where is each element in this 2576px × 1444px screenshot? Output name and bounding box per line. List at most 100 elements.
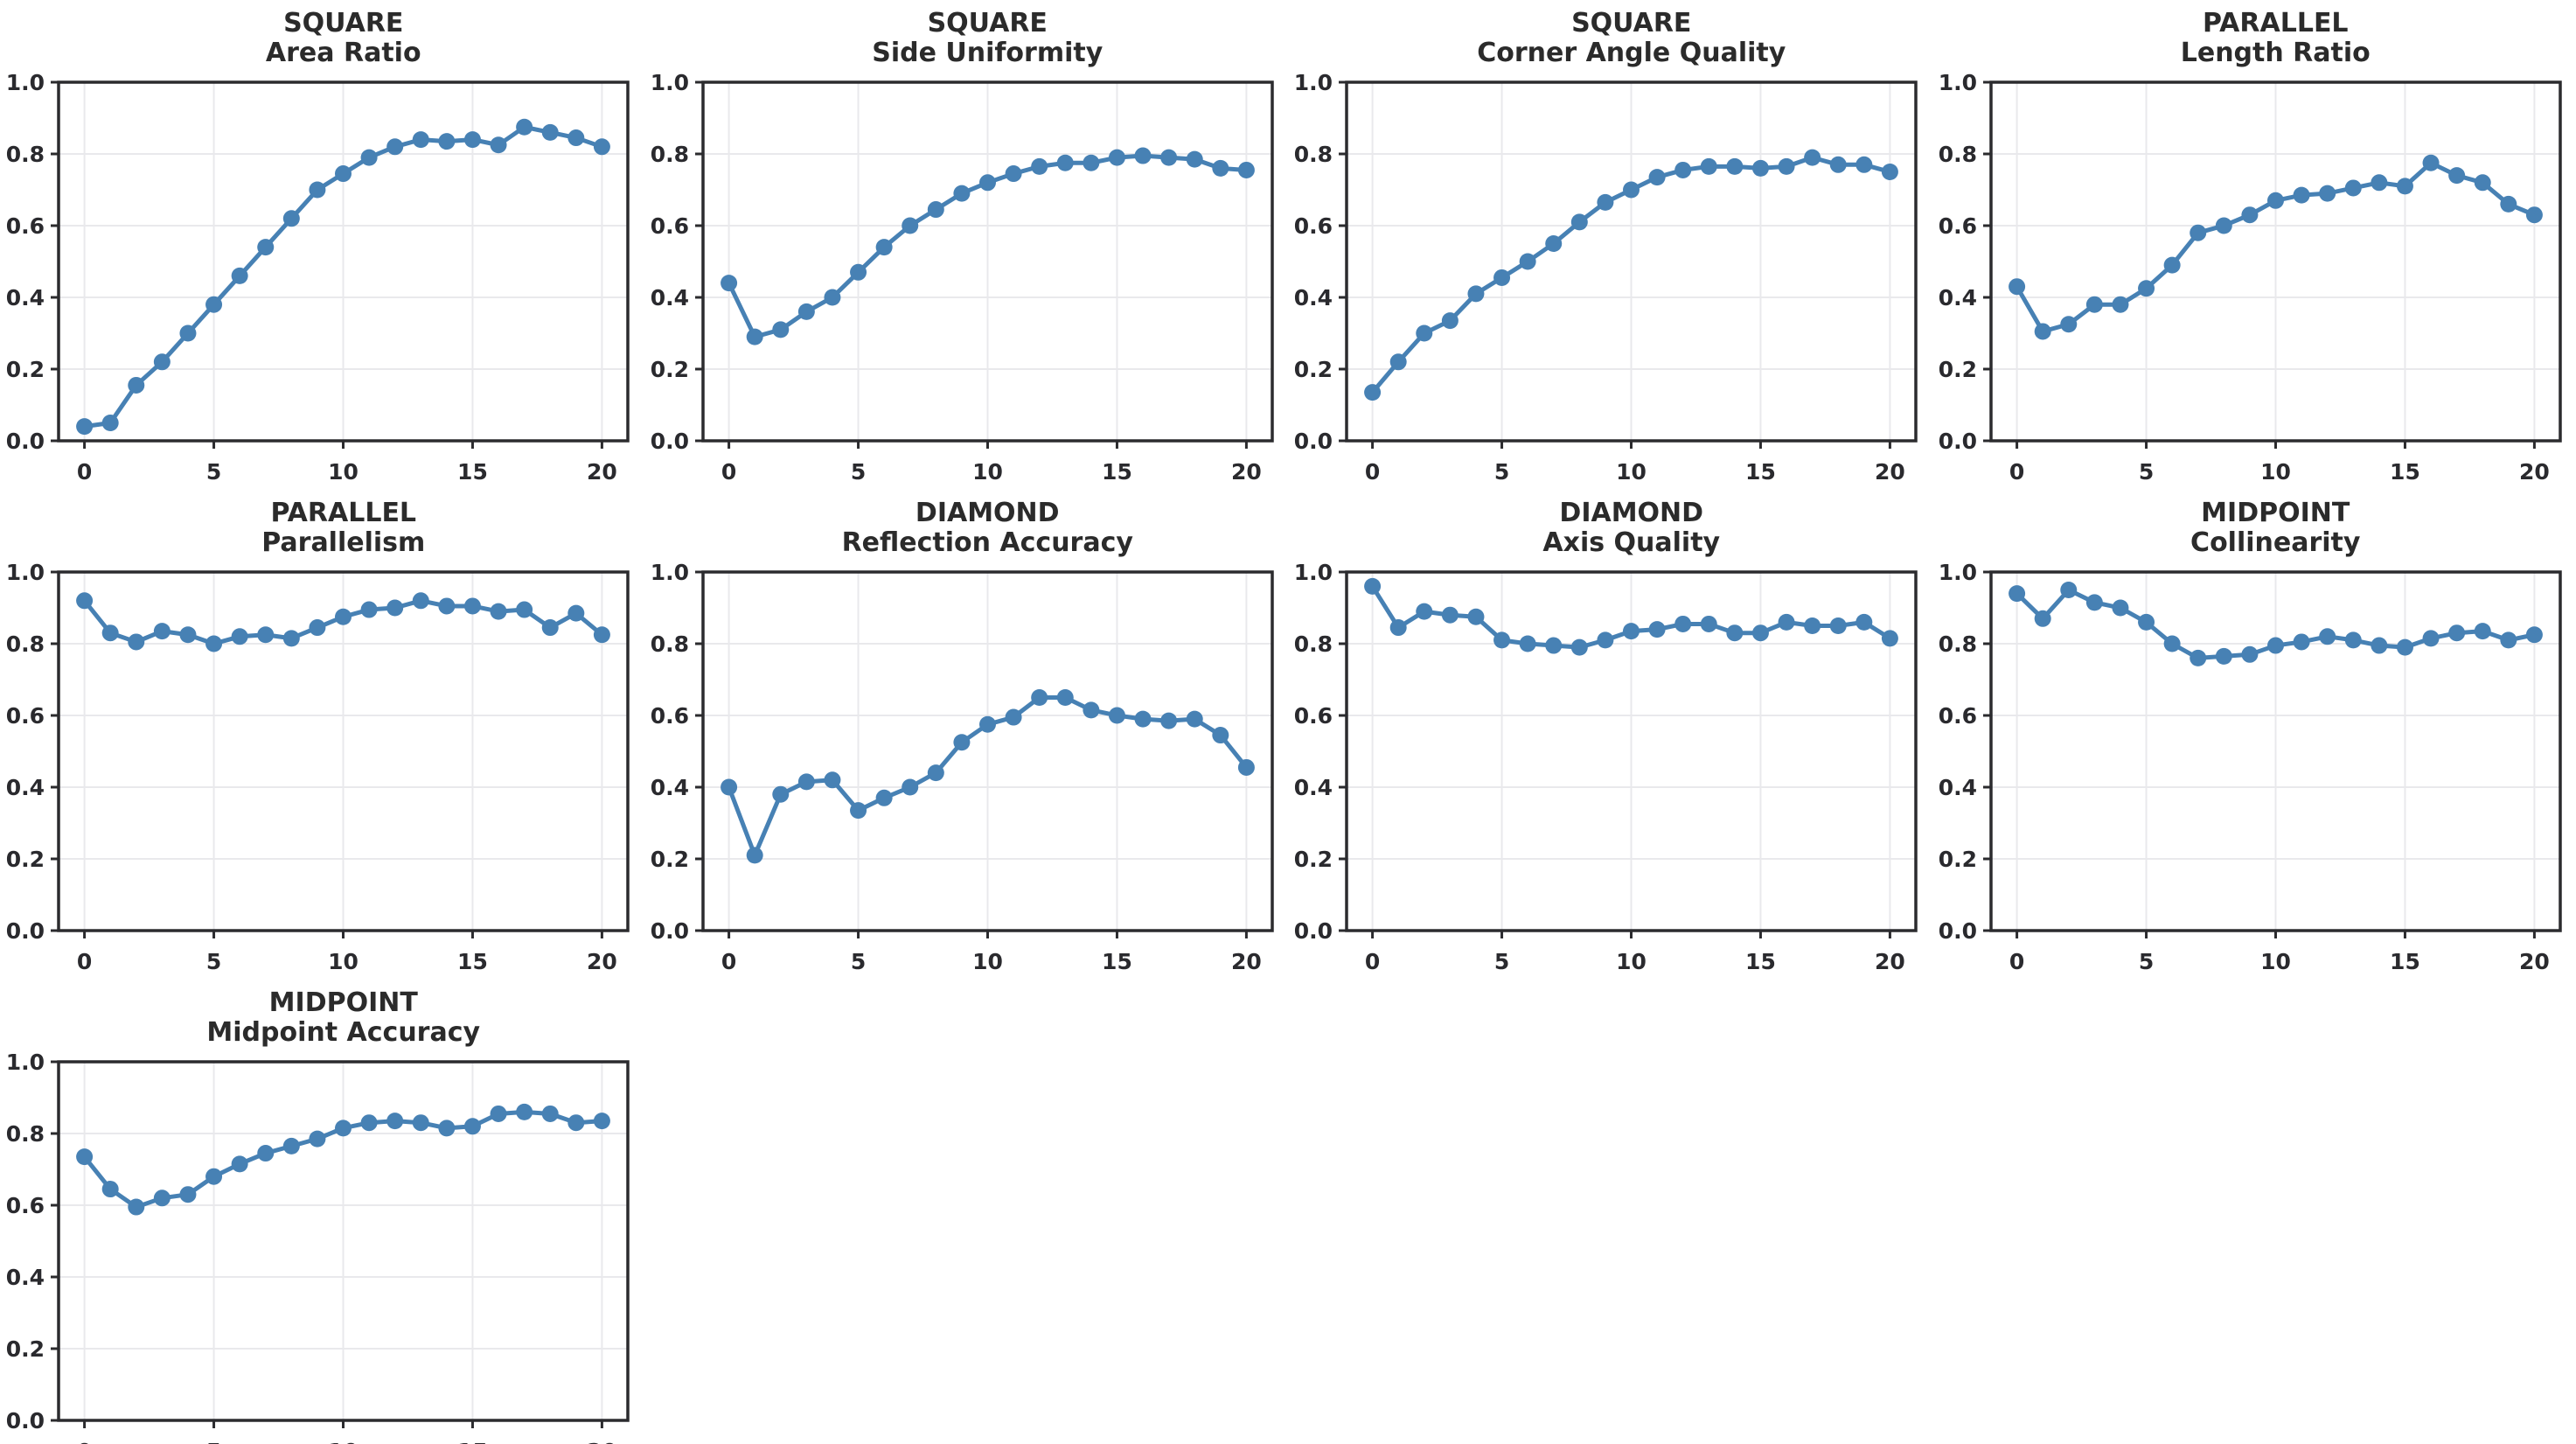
line-chart-square-side-uniformity: 0.0 0.2 0.4 0.6 0.8 1.0 0 5 10 15 20 — [650, 70, 1274, 485]
subplot-title-group: DIAMOND — [1559, 498, 1704, 528]
svg-text:20: 20 — [587, 459, 617, 485]
svg-text:0.8: 0.8 — [1294, 631, 1333, 657]
svg-text:1.0: 1.0 — [650, 560, 688, 585]
svg-text:0.0: 0.0 — [6, 429, 45, 454]
svg-text:5: 5 — [1494, 949, 1509, 974]
x-tick-labels: 0 5 10 15 20 — [1365, 949, 1905, 974]
subplot-title: MIDPOINT Collinearity — [1932, 490, 2576, 567]
subplot-title-group: PARALLEL — [2202, 8, 2349, 38]
subplot-title: SQUARE Corner Angle Quality — [1288, 0, 1932, 77]
svg-text:10: 10 — [972, 949, 1003, 974]
svg-text:0: 0 — [721, 459, 735, 485]
x-tick-labels: 0 5 10 15 20 — [721, 459, 1261, 485]
svg-text:0.8: 0.8 — [6, 1121, 45, 1147]
svg-text:0.2: 0.2 — [650, 357, 688, 382]
x-tick-labels: 0 5 10 15 20 — [721, 949, 1261, 974]
svg-text:0.8: 0.8 — [6, 631, 45, 657]
x-tick-labels: 0 5 10 15 20 — [77, 949, 617, 974]
subplot-title: PARALLEL Length Ratio — [1932, 0, 2576, 77]
series-markers — [76, 592, 610, 652]
svg-text:1.0: 1.0 — [6, 560, 45, 585]
svg-text:0.0: 0.0 — [650, 429, 688, 454]
svg-text:0.4: 0.4 — [1938, 285, 1976, 310]
tick-marks — [1982, 80, 2536, 449]
series-markers — [2008, 582, 2543, 666]
svg-text:1.0: 1.0 — [1938, 560, 1976, 585]
svg-text:0.6: 0.6 — [1938, 703, 1976, 729]
svg-text:0.4: 0.4 — [650, 775, 688, 800]
svg-text:10: 10 — [972, 459, 1003, 485]
series-markers — [720, 689, 1255, 864]
line-chart-parallel-length-ratio: 0.0 0.2 0.4 0.6 0.8 1.0 0 5 10 15 20 — [1938, 70, 2562, 485]
svg-text:0: 0 — [2009, 459, 2023, 485]
tick-marks — [51, 570, 603, 938]
subplot-title-group: PARALLEL — [270, 498, 417, 528]
subplot-title-group: SQUARE — [283, 8, 404, 38]
subplot-title-metric: Parallelism — [261, 527, 426, 558]
line-chart-midpoint-collinearity: 0.0 0.2 0.4 0.6 0.8 1.0 0 5 10 15 20 — [1938, 560, 2562, 974]
svg-text:0.2: 0.2 — [6, 1336, 45, 1362]
x-tick-labels: 0 5 10 15 20 — [2009, 949, 2549, 974]
gridlines — [702, 82, 1272, 441]
subplot-title-metric: Corner Angle Quality — [1477, 38, 1786, 68]
svg-text:10: 10 — [1616, 459, 1647, 485]
svg-text:0.6: 0.6 — [6, 213, 45, 239]
tick-marks — [694, 80, 1248, 449]
gridlines — [1347, 82, 1916, 441]
series-markers — [1364, 577, 1898, 656]
series-markers — [2008, 154, 2543, 340]
subplot-title-metric: Reflection Accuracy — [841, 527, 1133, 558]
svg-text:0.6: 0.6 — [6, 1193, 45, 1218]
svg-text:5: 5 — [206, 1439, 221, 1444]
svg-text:0.2: 0.2 — [1938, 847, 1976, 872]
y-tick-labels: 0.0 0.2 0.4 0.6 0.8 1.0 — [6, 560, 45, 944]
subplot-title: SQUARE Side Uniformity — [644, 0, 1289, 77]
subplot-title: MIDPOINT Midpoint Accuracy — [0, 980, 644, 1057]
svg-text:0.4: 0.4 — [1294, 285, 1333, 310]
subplot-square-area-ratio: SQUARE Area Ratio 0.0 0.2 0.4 0.6 0.8 1.0 0 5 10… — [0, 0, 644, 490]
y-tick-labels: 0.0 0.2 0.4 0.6 0.8 1.0 — [650, 560, 688, 944]
svg-text:20: 20 — [1231, 459, 1262, 485]
svg-text:0.8: 0.8 — [1938, 631, 1976, 657]
svg-text:0: 0 — [721, 949, 735, 974]
subplot-midpoint-midpoint-accuracy: MIDPOINT Midpoint Accuracy 0.0 0.2 0.4 0.6 0… — [0, 980, 644, 1444]
svg-text:0.4: 0.4 — [1938, 775, 1976, 800]
tick-marks — [51, 1060, 603, 1428]
svg-text:0.4: 0.4 — [6, 775, 45, 800]
subplot-square-corner-angle-quality: SQUARE Corner Angle Quality 0.0 0.2 0.4 0.6… — [1288, 0, 1932, 490]
svg-text:0: 0 — [77, 949, 92, 974]
svg-text:10: 10 — [328, 949, 359, 974]
svg-text:0.0: 0.0 — [1294, 918, 1333, 944]
subplot-square-side-uniformity: SQUARE Side Uniformity 0.0 0.2 0.4 0.6 0.8 1.… — [644, 0, 1289, 490]
gridlines — [702, 572, 1272, 931]
line-chart-parallel-parallelism: 0.0 0.2 0.4 0.6 0.8 1.0 0 5 10 15 20 — [6, 560, 630, 974]
svg-text:0: 0 — [77, 459, 92, 485]
subplot-diamond-reflection-accuracy: DIAMOND Reflection Accuracy 0.0 0.2 0.4 0.6… — [644, 490, 1289, 980]
subplot-title-group: MIDPOINT — [2201, 498, 2350, 528]
svg-text:0: 0 — [2009, 949, 2023, 974]
y-tick-labels: 0.0 0.2 0.4 0.6 0.8 1.0 — [6, 70, 45, 454]
y-tick-labels: 0.0 0.2 0.4 0.6 0.8 1.0 — [1294, 70, 1333, 454]
svg-text:0.2: 0.2 — [1294, 847, 1333, 872]
svg-text:1.0: 1.0 — [1294, 70, 1333, 95]
y-tick-labels: 0.0 0.2 0.4 0.6 0.8 1.0 — [6, 1050, 45, 1434]
svg-text:0.4: 0.4 — [6, 1265, 45, 1290]
svg-text:0.8: 0.8 — [1294, 142, 1333, 167]
svg-text:0.6: 0.6 — [1294, 213, 1333, 239]
svg-text:5: 5 — [850, 459, 865, 485]
series-markers — [720, 147, 1255, 345]
tick-marks — [51, 80, 603, 449]
y-tick-labels: 0.0 0.2 0.4 0.6 0.8 1.0 — [1294, 560, 1333, 944]
svg-text:5: 5 — [2138, 459, 2153, 485]
svg-text:5: 5 — [206, 459, 221, 485]
svg-text:0.8: 0.8 — [650, 631, 688, 657]
subplot-title: DIAMOND Axis Quality — [1288, 490, 1932, 567]
svg-text:1.0: 1.0 — [1294, 560, 1333, 585]
line-chart-diamond-axis-quality: 0.0 0.2 0.4 0.6 0.8 1.0 0 5 10 15 20 — [1294, 560, 1918, 974]
svg-text:5: 5 — [206, 949, 221, 974]
svg-text:20: 20 — [2519, 949, 2550, 974]
svg-text:0.2: 0.2 — [6, 847, 45, 872]
subplot-title-metric: Area Ratio — [265, 38, 421, 68]
svg-text:1.0: 1.0 — [6, 1050, 45, 1075]
svg-text:1.0: 1.0 — [1938, 70, 1976, 95]
